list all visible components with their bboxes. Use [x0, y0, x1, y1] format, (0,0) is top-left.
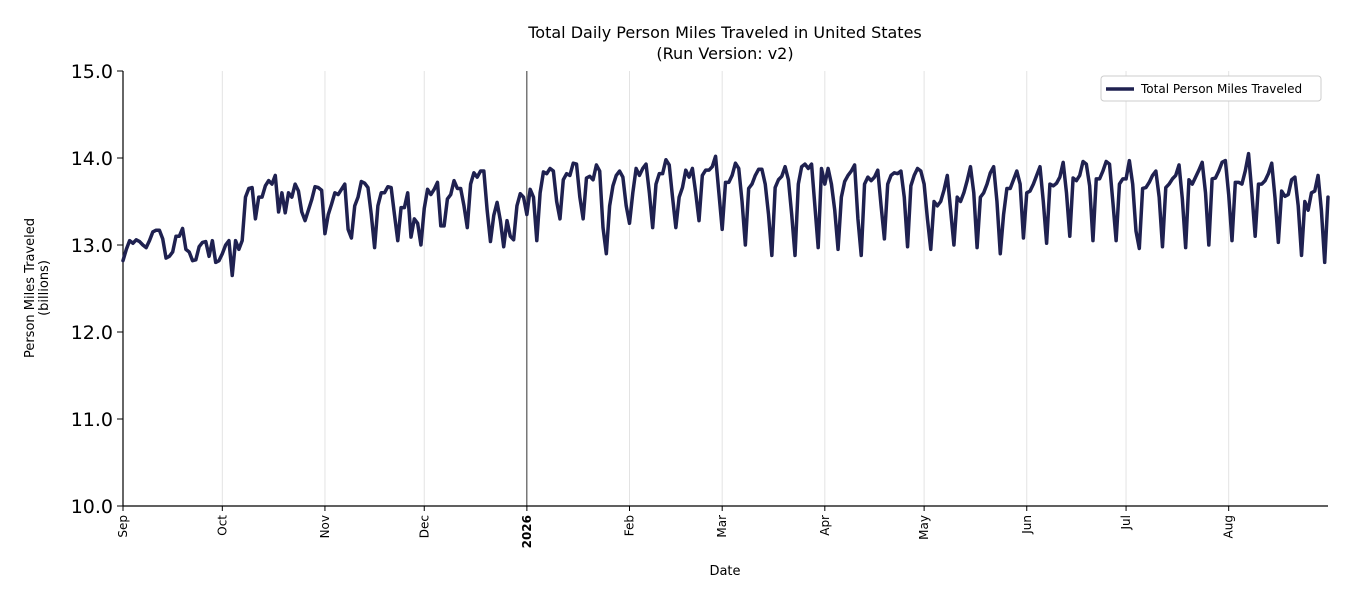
legend-box [1100, 75, 1322, 102]
y-tick-label: 15.0 [71, 61, 113, 83]
x-axis-label: Date [709, 564, 740, 579]
y-tick-label: 14.0 [71, 148, 113, 170]
grid-lines [221, 71, 1230, 506]
x-tick-label: Feb [622, 515, 636, 536]
x-tick-label: Mar [715, 515, 729, 538]
legend-label: Total Person Miles Traveled [1140, 82, 1302, 96]
y-tick-label: 12.0 [71, 322, 113, 344]
x-tick-label: Jul [1119, 515, 1133, 530]
y-axis-label: Person Miles Traveled (billions) [23, 218, 52, 358]
series-line-total-person-miles [121, 151, 1330, 278]
x-tick-label: 2026 [520, 515, 534, 548]
x-tick-label: Dec [417, 515, 431, 538]
chart-subtitle: (Run Version: v2) [656, 44, 793, 63]
y-axis-label-line1: Person Miles Traveled [23, 218, 38, 358]
y-tick-label: 10.0 [71, 496, 113, 518]
x-ticks: Sep Oct Nov Dec 2026 Feb Mar Apr May Jun Jul Aug [116, 506, 1236, 548]
x-tick-label: Oct [215, 515, 229, 536]
x-tick-label: Aug [1222, 515, 1236, 538]
y-tick-label: 13.0 [71, 235, 113, 257]
x-tick-label: Apr [818, 515, 832, 536]
x-tick-label: Jun [1020, 515, 1034, 535]
legend: Total Person Miles Traveled [1100, 75, 1322, 102]
axes [122, 71, 1328, 507]
x-tick-label: Nov [318, 515, 332, 538]
x-tick-label: Sep [116, 515, 130, 538]
y-tick-label: 11.0 [71, 409, 113, 431]
y-ticks: 10.0 11.0 12.0 13.0 14.0 15.0 [71, 61, 123, 518]
chart-title: Total Daily Person Miles Traveled in Uni… [527, 23, 922, 42]
y-axis-label-line2: (billions) [37, 260, 52, 316]
x-tick-label: May [917, 515, 931, 540]
